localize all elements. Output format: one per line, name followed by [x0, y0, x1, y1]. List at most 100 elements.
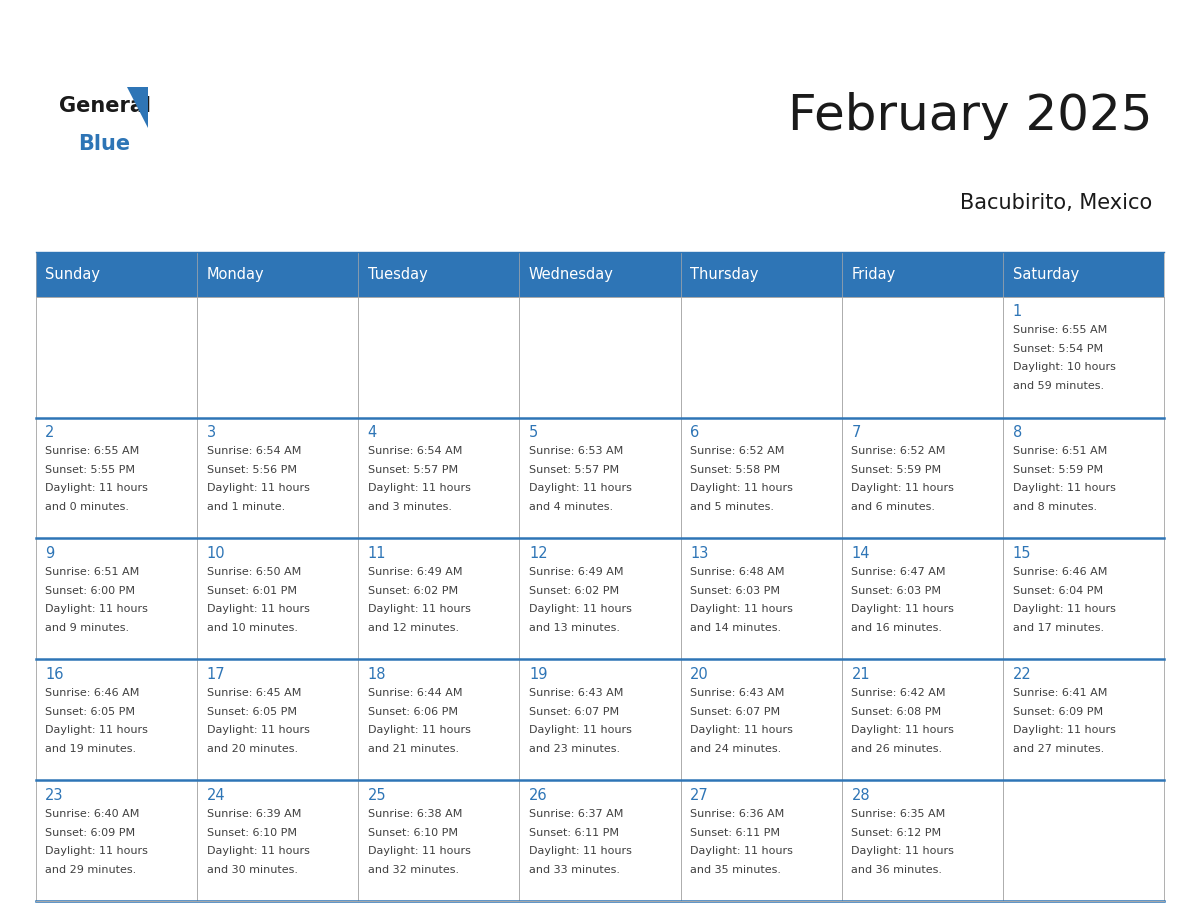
Text: Sunset: 5:59 PM: Sunset: 5:59 PM [852, 465, 942, 475]
Text: and 14 minutes.: and 14 minutes. [690, 623, 782, 633]
Text: Sunset: 6:10 PM: Sunset: 6:10 PM [207, 828, 297, 837]
Text: February 2025: February 2025 [788, 92, 1152, 140]
Text: Sunset: 6:03 PM: Sunset: 6:03 PM [852, 586, 941, 596]
Text: Tuesday: Tuesday [368, 267, 428, 282]
Text: Daylight: 11 hours: Daylight: 11 hours [1012, 484, 1116, 494]
Text: 12: 12 [529, 546, 548, 561]
Text: Daylight: 11 hours: Daylight: 11 hours [368, 725, 470, 735]
Text: Sunrise: 6:52 AM: Sunrise: 6:52 AM [690, 446, 784, 456]
Text: 14: 14 [852, 546, 870, 561]
Text: Sunrise: 6:37 AM: Sunrise: 6:37 AM [529, 809, 624, 819]
Bar [1003, 418, 1164, 539]
Bar [358, 297, 519, 418]
Text: Sunset: 5:55 PM: Sunset: 5:55 PM [45, 465, 135, 475]
Text: Sunset: 6:05 PM: Sunset: 6:05 PM [45, 707, 135, 717]
Text: Sunrise: 6:35 AM: Sunrise: 6:35 AM [852, 809, 946, 819]
Text: Sunrise: 6:46 AM: Sunrise: 6:46 AM [45, 688, 140, 698]
Bar [1003, 297, 1164, 418]
Text: Sunrise: 6:39 AM: Sunrise: 6:39 AM [207, 809, 301, 819]
Text: Bacubirito, Mexico: Bacubirito, Mexico [960, 193, 1152, 213]
Text: Saturday: Saturday [1012, 267, 1079, 282]
Bar [681, 418, 842, 539]
Text: Daylight: 11 hours: Daylight: 11 hours [852, 846, 954, 856]
Text: Sunrise: 6:55 AM: Sunrise: 6:55 AM [1012, 325, 1107, 335]
Text: Sunset: 6:03 PM: Sunset: 6:03 PM [690, 586, 781, 596]
Text: 7: 7 [852, 425, 861, 440]
Bar [36, 252, 197, 297]
Bar [197, 418, 358, 539]
Text: 2: 2 [45, 425, 55, 440]
Text: Daylight: 11 hours: Daylight: 11 hours [368, 846, 470, 856]
Text: and 20 minutes.: and 20 minutes. [207, 744, 298, 755]
Bar [358, 780, 519, 901]
Text: Daylight: 11 hours: Daylight: 11 hours [1012, 725, 1116, 735]
Text: Daylight: 11 hours: Daylight: 11 hours [45, 484, 148, 494]
Text: 5: 5 [529, 425, 538, 440]
Text: Daylight: 11 hours: Daylight: 11 hours [207, 725, 309, 735]
Text: 23: 23 [45, 788, 64, 802]
Bar [842, 418, 1003, 539]
Text: Sunrise: 6:51 AM: Sunrise: 6:51 AM [45, 567, 139, 577]
Text: Sunset: 6:01 PM: Sunset: 6:01 PM [207, 586, 297, 596]
Bar [842, 252, 1003, 297]
Bar [519, 659, 681, 780]
Text: Daylight: 11 hours: Daylight: 11 hours [45, 846, 148, 856]
Text: and 12 minutes.: and 12 minutes. [368, 623, 459, 633]
Text: Sunset: 5:57 PM: Sunset: 5:57 PM [368, 465, 457, 475]
Bar [842, 780, 1003, 901]
Text: Daylight: 11 hours: Daylight: 11 hours [207, 604, 309, 614]
Text: 1: 1 [1012, 304, 1022, 319]
Bar [358, 252, 519, 297]
Bar [197, 252, 358, 297]
Text: and 3 minutes.: and 3 minutes. [368, 502, 451, 512]
Bar [1003, 252, 1164, 297]
Text: and 30 minutes.: and 30 minutes. [207, 865, 297, 875]
Text: and 5 minutes.: and 5 minutes. [690, 502, 775, 512]
Text: Sunrise: 6:51 AM: Sunrise: 6:51 AM [1012, 446, 1107, 456]
Text: Daylight: 11 hours: Daylight: 11 hours [529, 604, 632, 614]
Text: 25: 25 [368, 788, 386, 802]
Polygon shape [127, 86, 148, 128]
Text: Wednesday: Wednesday [529, 267, 614, 282]
Text: and 29 minutes.: and 29 minutes. [45, 865, 137, 875]
Text: Sunrise: 6:47 AM: Sunrise: 6:47 AM [852, 567, 946, 577]
Text: 9: 9 [45, 546, 55, 561]
Text: and 59 minutes.: and 59 minutes. [1012, 381, 1104, 391]
Text: Sunset: 6:07 PM: Sunset: 6:07 PM [529, 707, 619, 717]
Text: Sunset: 6:04 PM: Sunset: 6:04 PM [1012, 586, 1102, 596]
Text: Sunrise: 6:54 AM: Sunrise: 6:54 AM [368, 446, 462, 456]
Text: and 13 minutes.: and 13 minutes. [529, 623, 620, 633]
Bar [842, 297, 1003, 418]
Bar [358, 539, 519, 659]
Text: 28: 28 [852, 788, 870, 802]
Text: Sunset: 5:58 PM: Sunset: 5:58 PM [690, 465, 781, 475]
Text: Sunset: 6:08 PM: Sunset: 6:08 PM [852, 707, 942, 717]
Text: Thursday: Thursday [690, 267, 759, 282]
Text: Sunset: 6:10 PM: Sunset: 6:10 PM [368, 828, 457, 837]
Bar [197, 297, 358, 418]
Text: and 10 minutes.: and 10 minutes. [207, 623, 297, 633]
Bar [36, 297, 197, 418]
Bar [197, 539, 358, 659]
Text: and 16 minutes.: and 16 minutes. [852, 623, 942, 633]
Text: and 24 minutes.: and 24 minutes. [690, 744, 782, 755]
Text: 13: 13 [690, 546, 708, 561]
Text: Sunrise: 6:46 AM: Sunrise: 6:46 AM [1012, 567, 1107, 577]
Bar [358, 418, 519, 539]
Bar [681, 659, 842, 780]
Text: Sunset: 5:57 PM: Sunset: 5:57 PM [529, 465, 619, 475]
Bar [36, 418, 197, 539]
Text: 11: 11 [368, 546, 386, 561]
Text: Daylight: 11 hours: Daylight: 11 hours [690, 484, 794, 494]
Text: Sunrise: 6:43 AM: Sunrise: 6:43 AM [690, 688, 784, 698]
Text: Sunset: 6:02 PM: Sunset: 6:02 PM [368, 586, 457, 596]
Bar [1003, 780, 1164, 901]
Text: Sunrise: 6:36 AM: Sunrise: 6:36 AM [690, 809, 784, 819]
Text: 17: 17 [207, 666, 226, 682]
Text: and 8 minutes.: and 8 minutes. [1012, 502, 1097, 512]
Text: and 32 minutes.: and 32 minutes. [368, 865, 459, 875]
Text: Sunrise: 6:41 AM: Sunrise: 6:41 AM [1012, 688, 1107, 698]
Text: Sunrise: 6:38 AM: Sunrise: 6:38 AM [368, 809, 462, 819]
Text: and 26 minutes.: and 26 minutes. [852, 744, 942, 755]
Text: Sunset: 6:09 PM: Sunset: 6:09 PM [1012, 707, 1102, 717]
